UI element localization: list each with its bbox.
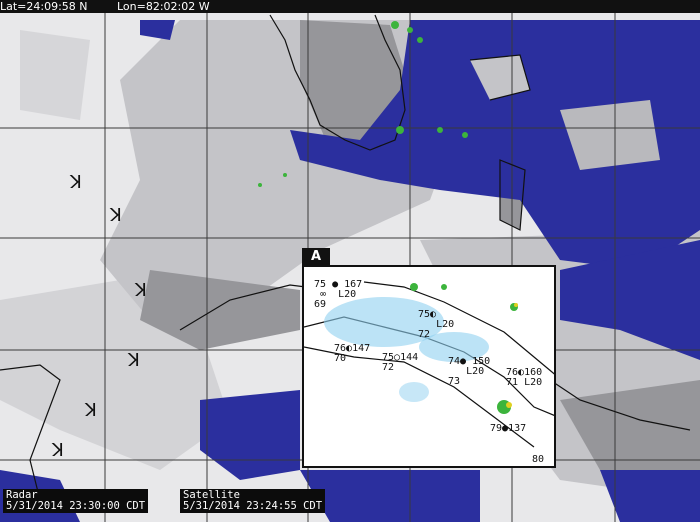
inset-label: A [302, 248, 330, 266]
wind-barb-icon: ꓘ [85, 400, 97, 421]
clear-water-areas [0, 20, 700, 522]
radar-echoes [258, 21, 468, 187]
station-model: 75○144 72 [382, 352, 419, 373]
wind-barb-icon: ꓘ [52, 440, 64, 461]
longitude-readout: Lon=82:02:02 W [117, 0, 210, 13]
wind-barb-icon: ꓘ [110, 205, 122, 226]
station-model: 74● 150 L20 73 [448, 356, 491, 387]
wind-barb-icon: ꓘ [128, 350, 140, 371]
wind-barb-icon: ꓘ [135, 280, 147, 301]
station-model: 76◐160 71 L20 [506, 367, 543, 388]
inset-map [304, 281, 554, 448]
station-model: 75 ● 167 ∞ L20 69 [314, 279, 363, 310]
station-model: 80 [532, 454, 545, 465]
satellite-timestamp: Satellite 5/31/2014 23:24:55 CDT [180, 489, 326, 513]
radar-timestamp: Radar 5/31/2014 23:30:00 CDT [3, 489, 149, 513]
wind-barb-icon: ꓘ [70, 172, 82, 193]
station-model: 75◐ L20 72 [418, 309, 455, 340]
latitude-readout: Lat=24:09:58 N [0, 0, 88, 13]
coordinate-readout-bar: Lat=24:09:58 N Lon=82:02:02 W [0, 0, 700, 13]
station-model: 76◐147 70 [334, 343, 371, 364]
station-model: 79●137 [490, 423, 527, 434]
radar-inset-panel[interactable]: 75 ● 167 ∞ L20 69 75◐ L20 72 76◐147 70 7… [302, 265, 556, 468]
